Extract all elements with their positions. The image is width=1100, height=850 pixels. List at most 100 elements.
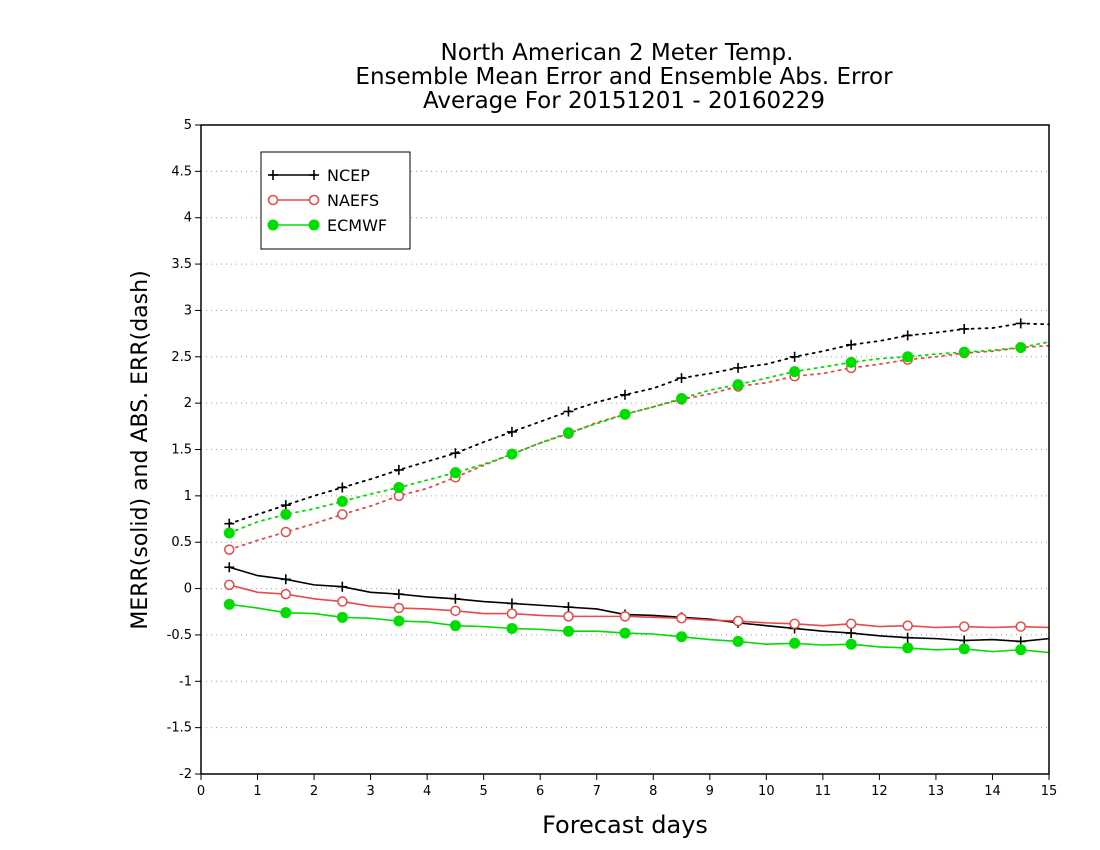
x-tick-label: 1 [253,784,261,799]
naefs-merr-point [337,596,348,607]
ncep-merr-point [846,628,857,639]
ecmwf-merr-point [845,638,857,650]
ecmwf-merr-point [789,637,801,649]
ecmwf-merr-point [280,607,292,619]
ecmwf-merr-point [223,598,235,610]
ncep-abs-err-point [1015,318,1026,329]
ncep-merr-point [393,589,404,600]
ecmwf-abs-err-point [280,508,292,520]
x-axis-label: Forecast days [542,811,708,839]
ecmwf-merr-point [732,635,744,647]
naefs-merr-point [732,615,744,627]
x-tick-label: 6 [536,784,544,799]
naefs-merr-point [902,620,913,631]
legend: NCEP NAEFS ECMWF [260,151,411,250]
ncep-merr-line [229,566,1050,643]
ecmwf-abs-err-point [732,379,744,391]
x-tick-label: 7 [593,784,601,799]
y-tick-label: 2 [184,396,192,411]
y-tick-label: 4 [184,211,192,226]
title-line-1: North American 2 Meter Temp. [441,40,794,66]
legend-marker-ncep [309,170,319,180]
legend-item-ncep: NCEP [268,166,370,185]
ncep-merr-point [224,562,235,573]
ncep-abs-err-point [789,351,800,362]
naefs-merr-point [224,579,235,591]
naefs-merr-point [845,618,857,630]
ecmwf-merr-point [449,620,461,632]
ecmwf-abs-err-point [336,495,348,507]
y-tick-label: 2.5 [171,350,192,365]
y-tick-label: 4.5 [171,164,192,179]
ecmwf-abs-err-point [845,356,857,368]
ncep-abs-err-point [846,339,857,350]
naefs-merr-point [450,605,461,617]
legend-marker-naefs [308,194,320,206]
x-tick-label: 5 [480,784,488,799]
naefs-merr-point [1015,621,1026,632]
naefs-merr-point [393,602,405,614]
y-tick-label: -0.5 [167,628,192,643]
y-tick-label: 3 [184,303,192,318]
ecmwf-merr-point [393,615,405,627]
ecmwf-abs-err-point [902,351,914,363]
naefs-merr-line [229,584,1050,629]
y-tick-label: 1.5 [171,443,192,458]
naefs-merr-point [958,621,970,632]
ecmwf-merr-point [562,625,574,637]
ncep-abs-err-point [393,464,404,475]
ecmwf-abs-err-point [676,393,688,405]
axes: -2-1.5-1-0.500.511.522.533.544.550 1 2 3 4 5 6… [167,118,1058,799]
ncep-abs-err-point [337,482,348,493]
y-tick-label: 1 [184,489,192,504]
ncep-merr-point [337,581,348,592]
x-tick-label: 9 [706,784,714,799]
x-tick-label: 14 [984,784,1001,799]
ecmwf-merr-line [229,603,1050,654]
naefs-merr-point [789,618,800,630]
naefs-abs-err-point [337,509,348,520]
ecmwf-merr-point [958,643,970,655]
x-tick-label: 15 [1041,784,1058,799]
ncep-merr-point [506,598,517,609]
y-tick-label: -2 [179,767,192,782]
ncep-abs-err-point [676,373,687,384]
x-tick-label: 13 [928,784,945,799]
legend-marker-naefs [267,194,279,206]
ncep-abs-err-point [902,330,913,341]
series-group [223,318,1050,656]
y-tick-label: -1.5 [167,721,192,736]
ncep-merr-point [280,574,291,585]
naefs-merr-point [676,612,687,624]
ecmwf-merr-point [1015,644,1027,656]
naefs-merr-point [563,611,574,622]
series-ncep [224,318,1050,647]
ecmwf-abs-err-point [223,527,235,539]
ncep-abs-err-point [959,323,970,334]
naefs-abs-err-point [280,526,292,538]
ecmwf-abs-err-point [789,366,801,378]
ecmwf-abs-err-point [449,467,461,479]
x-tick-label: 12 [871,784,888,799]
x-tick-label: 2 [310,784,318,799]
y-tick-label: 3.5 [171,257,192,272]
title-line-3: Average For 20151201 - 20160229 [423,88,825,114]
y-tick-label: 5 [184,118,192,133]
legend-marker-ecmwf [267,219,279,231]
ncep-abs-err-point [224,518,235,529]
grid-lines [201,170,1049,729]
x-tick-label: 3 [366,784,374,799]
y-tick-label: 0 [184,582,192,597]
ncep-abs-err-point [506,426,517,437]
legend-label-ncep: NCEP [327,166,370,185]
y-tick-label: -1 [179,674,192,689]
naefs-abs-err-point [224,544,235,555]
ncep-merr-point [563,602,574,613]
naefs-abs-err-line [228,344,1050,551]
naefs-merr-point [506,608,518,619]
title-line-2: Ensemble Mean Error and Ensemble Abs. Er… [355,64,893,90]
legend-item-ecmwf: ECMWF [267,216,387,235]
naefs-merr-point [619,611,631,622]
